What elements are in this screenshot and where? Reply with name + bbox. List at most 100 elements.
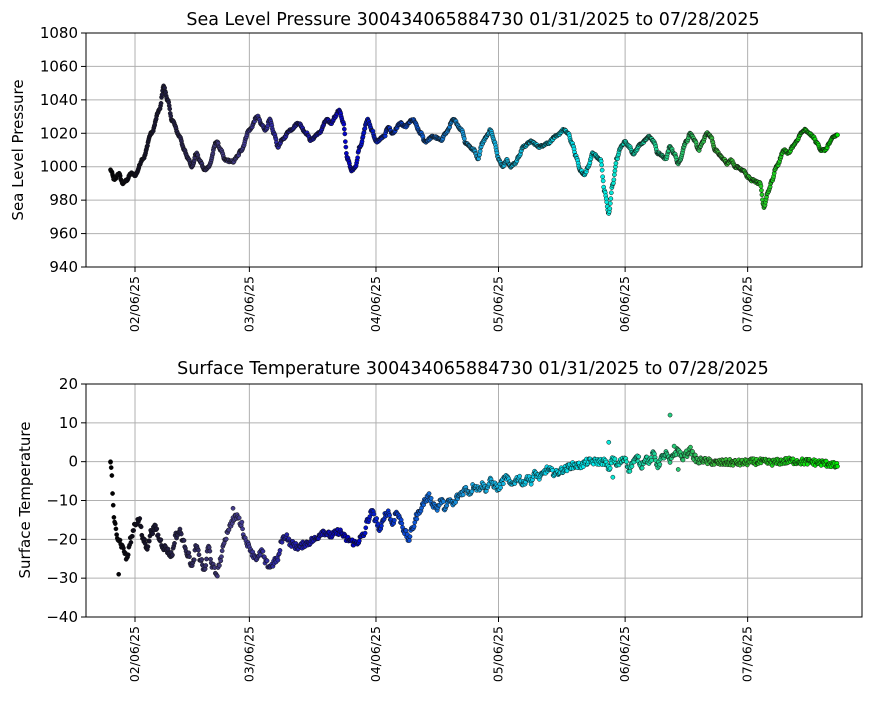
data-point [284, 532, 290, 537]
data-point [612, 172, 617, 178]
plot-frame [85, 383, 863, 618]
y-axis-label: Surface Temperature [16, 422, 34, 579]
data-point [611, 177, 617, 183]
data-point [129, 533, 135, 539]
data-point [125, 552, 131, 558]
y-tick-label: 20 [59, 375, 78, 393]
y-tick-label: 1060 [40, 57, 78, 75]
x-ticks: 02/06/25 03/06/25 04/06/25 05/06/25 06/06/25… [127, 267, 755, 332]
data-point [204, 556, 209, 562]
data-point [110, 502, 116, 508]
data-point [517, 473, 522, 479]
data-point [599, 162, 604, 168]
y-tick-label: 1080 [40, 24, 78, 42]
data-point [108, 465, 114, 470]
data-point [128, 540, 134, 545]
y-tick-label: 940 [49, 258, 78, 276]
data-point [109, 473, 115, 478]
x-tick-label: 05/06/25 [491, 626, 506, 682]
data-point [441, 499, 446, 504]
data-point [230, 505, 236, 511]
data-point [612, 168, 618, 174]
data-point [355, 155, 360, 161]
data-point [835, 463, 840, 469]
data-point [191, 557, 197, 563]
x-tick-label: 04/06/25 [368, 276, 383, 332]
data-point [196, 552, 202, 558]
data-point [170, 552, 175, 558]
data-point [215, 573, 220, 579]
data-point [835, 132, 840, 138]
data-point [239, 519, 245, 525]
data-point [240, 526, 245, 532]
y-tick-label: 980 [49, 191, 78, 209]
y-tick-label: −40 [46, 608, 78, 626]
data-point [607, 465, 613, 471]
y-tick-label: −20 [46, 530, 78, 548]
data-point [260, 548, 266, 554]
data-point [142, 537, 147, 542]
data-point [137, 516, 143, 521]
data-point [343, 144, 349, 150]
data-point [600, 174, 606, 180]
data-point [277, 548, 283, 553]
data-point [226, 527, 232, 533]
data-point [217, 563, 222, 568]
data-point [387, 513, 392, 518]
data-point [223, 536, 229, 542]
y-ticks: 940 960 980 1000 1020 1040 1060 1080 [40, 24, 86, 276]
data-point [167, 106, 173, 112]
data-point [155, 532, 161, 538]
data-points [108, 412, 840, 579]
y-tick-label: −10 [46, 492, 78, 510]
data-point [759, 192, 765, 198]
data-point [341, 121, 347, 127]
data-point [203, 563, 209, 568]
data-point [428, 495, 434, 501]
plot-frame [85, 32, 863, 268]
y-tick-label: 1000 [40, 158, 78, 176]
data-point [178, 531, 184, 537]
data-point [145, 544, 151, 549]
data-point [131, 528, 136, 533]
data-point [426, 491, 432, 496]
data-point [154, 526, 160, 532]
data-point [667, 412, 673, 418]
data-point [759, 187, 764, 193]
data-point [690, 449, 695, 454]
data-point [649, 457, 655, 463]
data-point [374, 516, 380, 521]
data-point [688, 444, 693, 450]
y-axis-label: Sea Level Pressure [9, 79, 27, 220]
gridlines [86, 32, 862, 268]
y-tick-label: 0 [68, 453, 78, 471]
data-point [195, 547, 201, 553]
data-point [362, 530, 368, 536]
data-point [363, 525, 369, 531]
data-point [411, 524, 417, 529]
data-point [108, 459, 113, 465]
panel-title: Surface Temperature 300434065884730 01/3… [177, 359, 769, 379]
data-point [612, 456, 618, 462]
data-point [624, 459, 629, 465]
data-point [342, 131, 348, 137]
data-point [117, 537, 123, 543]
data-point [207, 548, 213, 554]
data-point [606, 439, 612, 445]
data-point [639, 465, 645, 471]
data-point [680, 457, 686, 463]
y-tick-label: 1040 [40, 91, 78, 109]
data-points [108, 83, 840, 216]
data-point [414, 516, 420, 522]
data-point [236, 515, 242, 521]
data-point [341, 126, 347, 132]
x-ticks: 02/06/25 03/06/25 04/06/25 05/06/25 06/06/25… [127, 617, 755, 682]
data-point [600, 178, 606, 184]
data-point [379, 523, 384, 529]
data-point [113, 526, 119, 532]
data-point [264, 558, 270, 564]
data-point [218, 558, 224, 564]
data-point [199, 557, 205, 562]
